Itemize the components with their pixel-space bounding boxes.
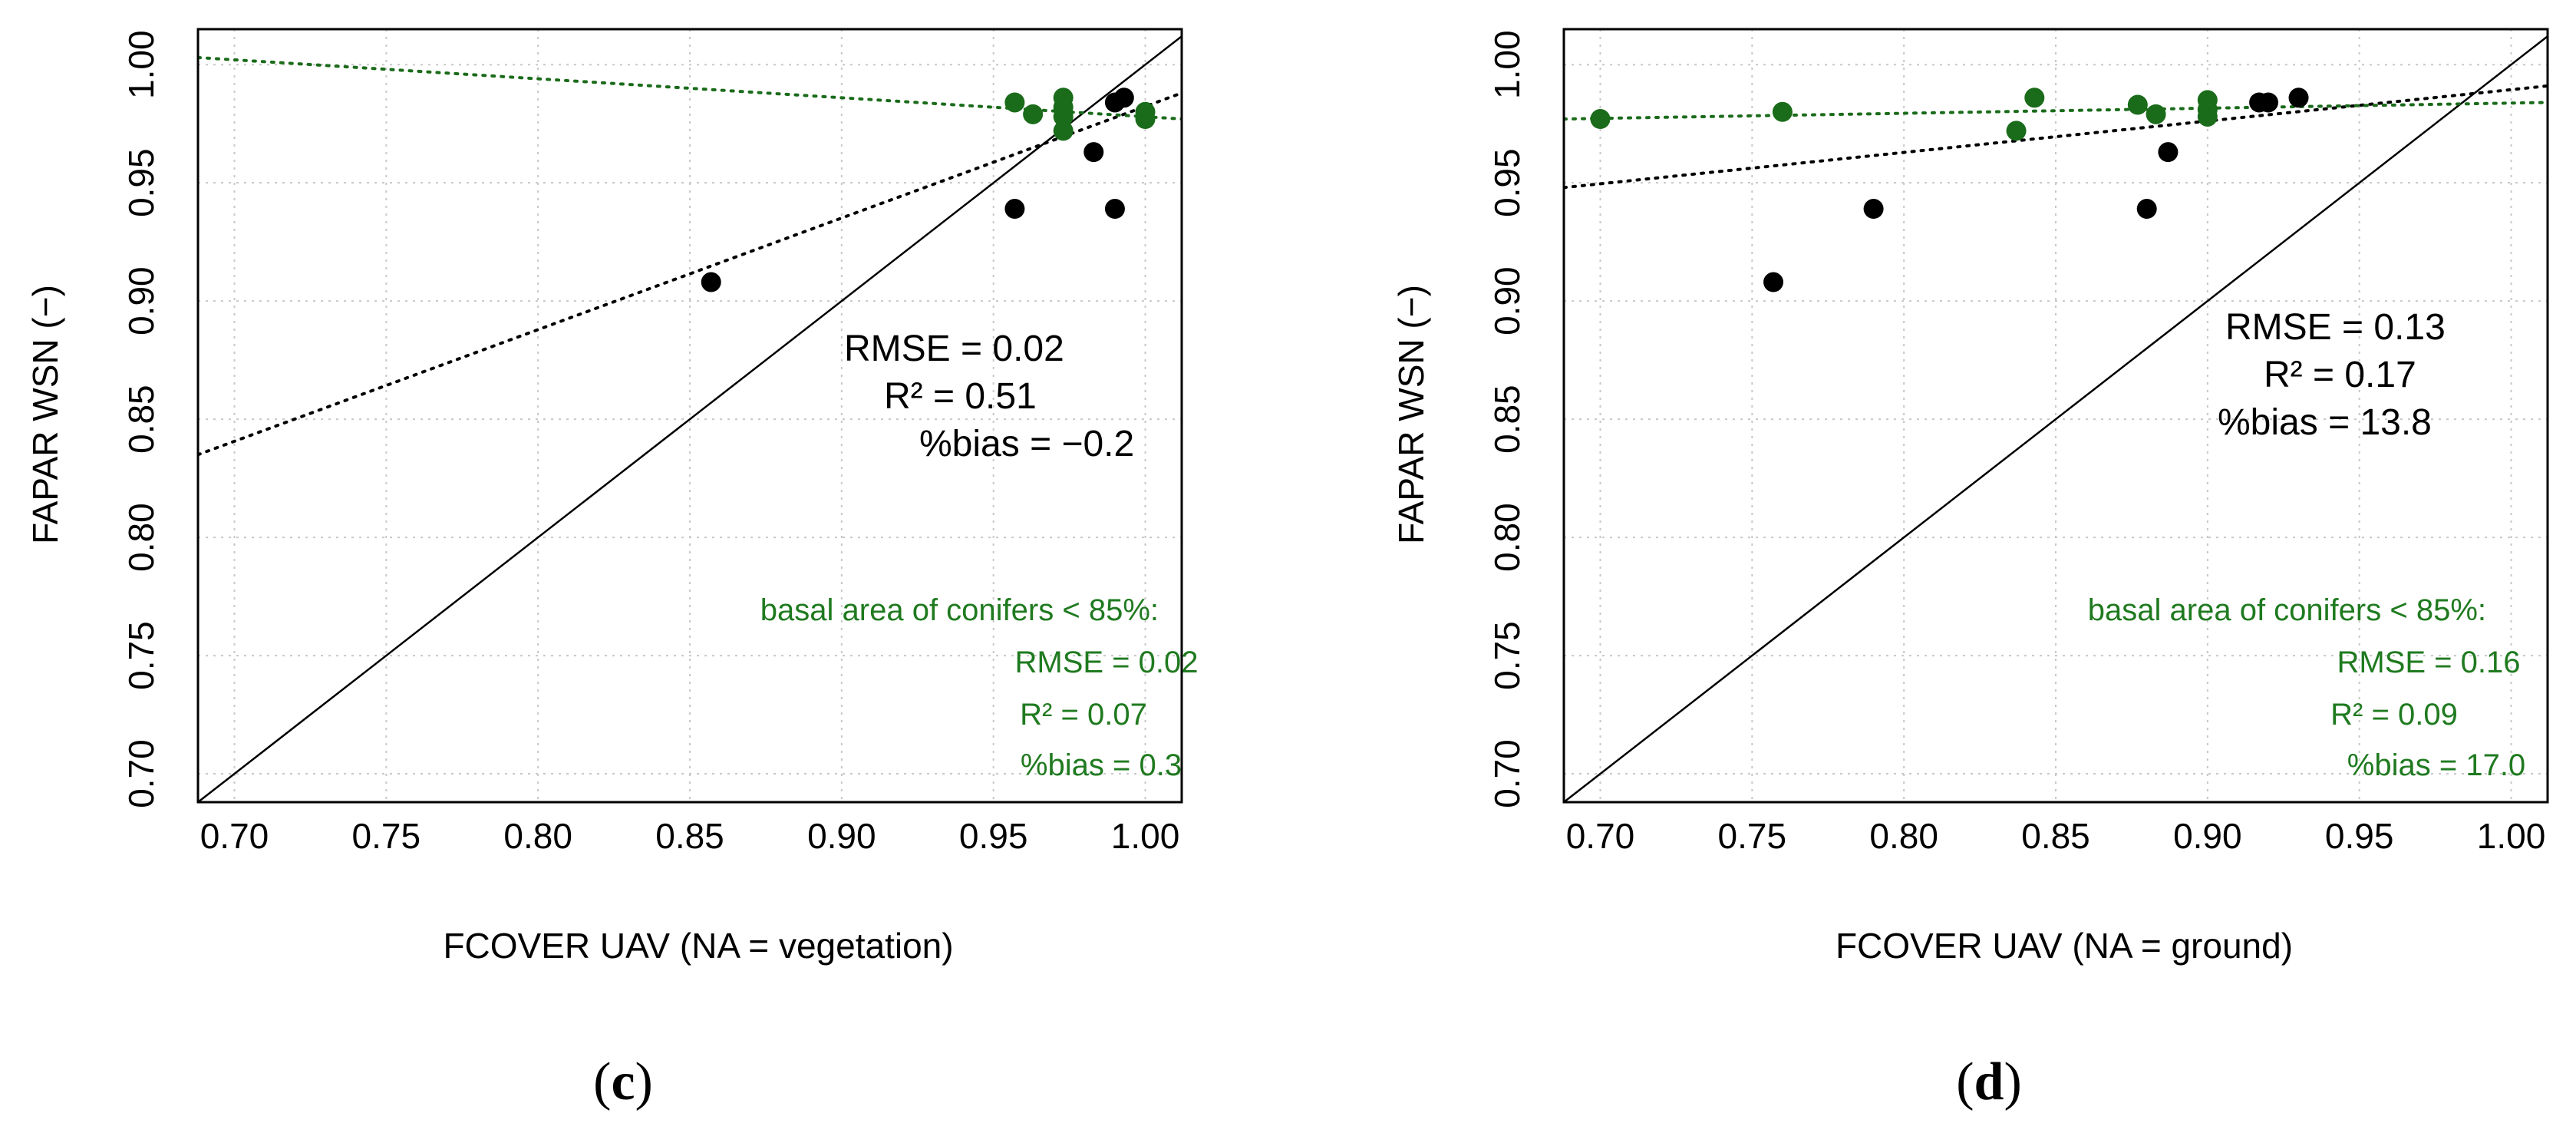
y-tick-label: 0.90 <box>121 266 161 335</box>
y-tick-label: 0.75 <box>1487 621 1527 690</box>
data-point-subset <box>2024 88 2045 108</box>
data-point-all <box>2136 199 2157 220</box>
y-tick-label: 1.00 <box>121 30 161 99</box>
stat-all-2: %bias = 13.8 <box>2218 402 2432 443</box>
panel-c: 0.70 0.75 0.80 0.85 0.90 0.95 1.00 0.70 0.75 0.80… <box>25 28 1199 966</box>
y-tick-label: 0.80 <box>1487 503 1527 572</box>
data-point-all <box>2288 88 2309 108</box>
x-tick-label: 0.70 <box>200 816 269 856</box>
y-tick-label: 0.95 <box>121 148 161 217</box>
x-tick-label: 0.80 <box>1869 816 1938 856</box>
x-tick-label: 0.80 <box>503 816 572 856</box>
data-point-all <box>2258 92 2278 113</box>
stat-subset-title: basal area of conifers < 85%: <box>760 593 1159 627</box>
stat-all-1: R² = 0.17 <box>2264 355 2416 395</box>
y-tick-label: 0.70 <box>121 739 161 808</box>
stat-subset-0: RMSE = 0.02 <box>1014 646 1198 679</box>
data-point-subset <box>2146 104 2166 124</box>
stat-subset-2: %bias = 17.0 <box>2347 748 2525 782</box>
regression-line-all <box>1564 84 2548 190</box>
panel-c-label: (c) <box>593 1052 653 1112</box>
x-tick-label: 0.95 <box>2325 816 2394 856</box>
x-tick-label: 0.90 <box>2173 816 2242 856</box>
data-point-all <box>1113 88 1134 108</box>
data-point-all <box>701 272 721 292</box>
x-tick-label: 0.95 <box>959 816 1028 856</box>
data-point-subset <box>2127 94 2148 115</box>
x-tick-label: 0.70 <box>1566 816 1635 856</box>
y-tick-label: 0.85 <box>1487 385 1527 454</box>
x-tick-label: 0.75 <box>352 816 421 856</box>
one-to-one-line <box>198 35 1182 802</box>
x-axis-title: FCOVER UAV (NA = vegetation) <box>443 926 953 966</box>
data-point-subset <box>2197 106 2218 127</box>
x-tick-label: 0.85 <box>2021 816 2090 856</box>
x-tick-label: 0.85 <box>655 816 724 856</box>
stat-subset-title: basal area of conifers < 85%: <box>2088 593 2486 627</box>
plot-frame <box>1562 28 2549 804</box>
y-tick-label: 0.90 <box>1487 266 1527 335</box>
data-point-subset <box>1772 101 1793 122</box>
data-point-subset <box>1135 109 1156 130</box>
stat-all-2: %bias = −0.2 <box>919 424 1134 464</box>
data-point-subset <box>1053 121 1074 141</box>
y-tick-label: 0.95 <box>1487 148 1527 217</box>
y-axis-title: FAPAR WSN (−) <box>25 285 65 544</box>
stat-all-1: R² = 0.51 <box>884 376 1037 417</box>
data-point-all <box>1004 199 1025 220</box>
stat-all-0: RMSE = 0.02 <box>844 329 1064 369</box>
data-point-subset <box>2006 121 2027 141</box>
x-tick-label: 1.00 <box>1111 816 1180 856</box>
data-point-subset <box>1004 92 1025 113</box>
data-point-all <box>1863 199 1884 220</box>
regression-line-subset <box>1564 101 2548 121</box>
data-point-subset <box>1053 106 1074 127</box>
y-tick-label: 0.75 <box>121 621 161 690</box>
stat-subset-1: R² = 0.09 <box>2330 698 2458 732</box>
data-point-subset <box>1590 109 1611 130</box>
data-point-all <box>1763 272 1784 292</box>
regression-line-all <box>198 91 1182 457</box>
data-point-all <box>1084 142 1104 163</box>
y-tick-label: 0.80 <box>121 503 161 572</box>
stat-subset-2: %bias = 0.3 <box>1021 748 1182 782</box>
stat-all-0: RMSE = 0.13 <box>2225 307 2446 348</box>
y-tick-label: 1.00 <box>1487 30 1527 99</box>
y-axis-title: FAPAR WSN (−) <box>1391 285 1431 544</box>
panel-d-label: (d) <box>1956 1052 2022 1112</box>
plot-frame <box>196 28 1183 804</box>
x-tick-label: 0.90 <box>807 816 876 856</box>
stat-subset-0: RMSE = 0.16 <box>2337 646 2520 679</box>
x-axis-title: FCOVER UAV (NA = ground) <box>1836 926 2293 966</box>
y-tick-label: 0.85 <box>121 385 161 454</box>
data-point-subset <box>1023 104 1044 124</box>
y-tick-label: 0.70 <box>1487 739 1527 808</box>
x-tick-label: 0.75 <box>1718 816 1787 856</box>
x-tick-label: 1.00 <box>2477 816 2546 856</box>
data-point-all <box>1104 199 1125 220</box>
panel-d: 0.70 0.75 0.80 0.85 0.90 0.95 1.00 0.70 0.75 0.80… <box>1391 28 2549 966</box>
one-to-one-line <box>1564 35 2548 802</box>
data-point-all <box>2158 142 2179 163</box>
stat-subset-1: R² = 0.07 <box>1020 698 1147 732</box>
